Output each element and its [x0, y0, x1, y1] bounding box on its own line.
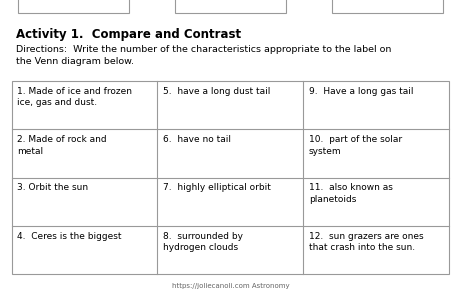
- FancyBboxPatch shape: [18, 0, 129, 13]
- Text: 1. Made of ice and frozen
ice, gas and dust.: 1. Made of ice and frozen ice, gas and d…: [17, 87, 132, 107]
- Text: 6.  have no tail: 6. have no tail: [163, 135, 231, 144]
- Text: 8.  surrounded by
hydrogen clouds: 8. surrounded by hydrogen clouds: [163, 232, 243, 252]
- Text: 12.  sun grazers are ones
that crash into the sun.: 12. sun grazers are ones that crash into…: [309, 232, 423, 252]
- Text: 4.  Ceres is the biggest: 4. Ceres is the biggest: [17, 232, 122, 241]
- Text: 5.  have a long dust tail: 5. have a long dust tail: [163, 87, 270, 96]
- Text: Directions:  Write the number of the characteristics appropriate to the label on: Directions: Write the number of the char…: [16, 45, 391, 66]
- Text: 2. Made of rock and
metal: 2. Made of rock and metal: [17, 135, 106, 156]
- Text: 10.  part of the solar
system: 10. part of the solar system: [309, 135, 402, 156]
- FancyBboxPatch shape: [12, 81, 449, 274]
- FancyBboxPatch shape: [175, 0, 286, 13]
- Text: 7.  highly elliptical orbit: 7. highly elliptical orbit: [163, 183, 271, 192]
- FancyBboxPatch shape: [332, 0, 443, 13]
- Text: 11.  also known as
planetoids: 11. also known as planetoids: [309, 183, 393, 204]
- Text: 9.  Have a long gas tail: 9. Have a long gas tail: [309, 87, 413, 96]
- Text: https://joliecanoli.com Astronomy: https://joliecanoli.com Astronomy: [171, 282, 290, 289]
- Text: 3. Orbit the sun: 3. Orbit the sun: [17, 183, 88, 192]
- Text: Activity 1.  Compare and Contrast: Activity 1. Compare and Contrast: [16, 28, 241, 41]
